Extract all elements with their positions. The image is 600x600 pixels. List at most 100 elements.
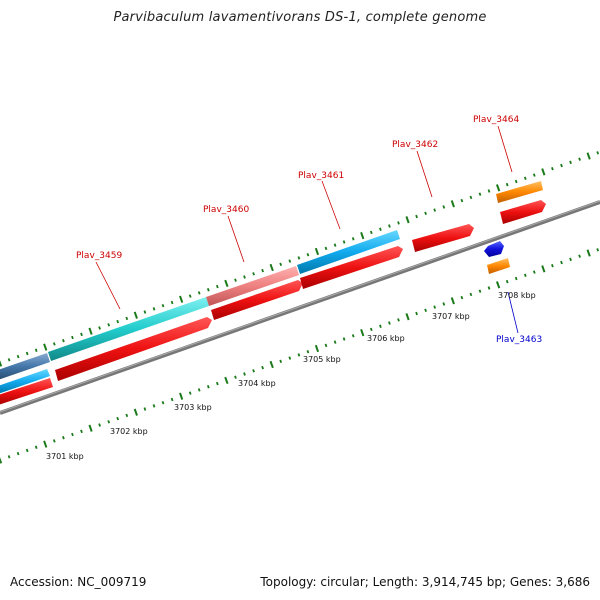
minor-tick — [216, 381, 219, 386]
minor-tick — [98, 423, 101, 427]
cds-arrow-plav-3464[interactable] — [500, 200, 546, 224]
minor-tick — [98, 326, 101, 330]
cds-arrow-plav-3460[interactable] — [211, 280, 303, 320]
minor-tick — [16, 451, 20, 456]
minor-tick — [333, 243, 337, 247]
minor-tick — [551, 166, 554, 171]
minor-tick — [188, 391, 192, 395]
kbp-label: 3704 kbp — [238, 379, 276, 388]
minor-tick — [107, 323, 111, 327]
minor-tick — [324, 343, 328, 348]
minor-tick — [397, 221, 400, 225]
minor-tick — [80, 332, 83, 337]
minor-tick — [7, 358, 11, 362]
minor-tick — [442, 302, 446, 306]
minor-tick — [342, 240, 346, 244]
minor-tick — [197, 291, 201, 295]
kbp-label: 3705 kbp — [303, 355, 341, 364]
minor-tick — [478, 192, 482, 196]
cds-arrow-plav-3459[interactable] — [55, 317, 212, 381]
minor-tick — [116, 416, 120, 421]
minor-tick — [34, 348, 38, 352]
minor-tick — [34, 445, 38, 449]
minor-tick — [306, 349, 310, 354]
upper-tick-track — [0, 151, 600, 367]
minor-tick — [288, 356, 292, 360]
gene-annotations: Plav_3459 Plav_3460 Plav_3461 Plav_3462 … — [76, 115, 542, 345]
major-tick — [405, 216, 410, 224]
sky-feature-block[interactable] — [297, 230, 400, 274]
kbp-label: 3701 kbp — [46, 452, 84, 461]
cyan-feature-block[interactable] — [48, 297, 209, 361]
orange-feature-block-lower[interactable] — [487, 258, 510, 274]
major-tick — [450, 297, 455, 305]
major-tick — [314, 247, 320, 256]
minor-tick — [397, 318, 400, 322]
minor-tick — [252, 369, 255, 373]
cds-arrow-plav-3461[interactable] — [300, 246, 403, 289]
minor-tick — [143, 310, 147, 314]
major-tick — [133, 408, 138, 416]
minor-tick — [578, 157, 581, 161]
minor-tick — [560, 163, 563, 168]
minor-tick — [252, 272, 255, 276]
major-tick — [269, 263, 274, 272]
major-tick — [179, 392, 184, 400]
minor-tick — [306, 252, 310, 257]
minor-tick — [261, 365, 264, 370]
minor-tick — [243, 275, 246, 279]
gene-label-plav-3459[interactable]: Plav_3459 — [76, 251, 122, 261]
minor-tick — [197, 388, 201, 392]
major-tick — [0, 457, 3, 464]
minor-tick — [288, 259, 292, 263]
salmon-feature-block[interactable] — [206, 266, 299, 306]
major-tick — [360, 328, 365, 337]
minor-tick — [243, 372, 246, 376]
kbp-scale-labels: 3701 kbp 3702 kbp 3703 kbp 3704 kbp 3705… — [46, 291, 536, 461]
minor-tick — [62, 435, 65, 440]
minor-tick — [424, 211, 427, 216]
minor-tick — [7, 455, 11, 459]
minor-tick — [234, 278, 237, 282]
minor-tick — [297, 256, 301, 260]
minor-tick — [170, 397, 174, 402]
gene-label-plav-3463[interactable]: Plav_3463 — [496, 335, 542, 345]
minor-tick — [560, 260, 563, 265]
minor-tick — [16, 354, 20, 359]
minor-tick — [460, 295, 464, 300]
minor-tick — [297, 353, 301, 357]
steel-feature-block[interactable] — [0, 353, 50, 380]
minor-tick — [62, 338, 65, 343]
gene-label-plav-3462[interactable]: Plav_3462 — [392, 140, 438, 150]
minor-tick — [279, 262, 283, 267]
genome-backbone-highlight — [0, 200, 600, 413]
minor-tick — [161, 400, 165, 405]
minor-tick — [25, 351, 29, 356]
kbp-label: 3707 kbp — [432, 312, 470, 321]
minor-tick — [324, 246, 328, 251]
major-tick — [43, 343, 48, 351]
sky-cds-arrow-left[interactable] — [0, 369, 50, 394]
minor-tick — [578, 254, 581, 258]
minor-tick — [379, 324, 382, 328]
minor-tick — [71, 335, 74, 340]
gene-label-plav-3461[interactable]: Plav_3461 — [298, 171, 344, 181]
minor-tick — [487, 189, 491, 193]
major-tick — [495, 184, 501, 192]
minor-tick — [532, 173, 536, 177]
cds-arrow-plav-3462[interactable] — [412, 224, 474, 252]
major-tick — [179, 295, 184, 303]
minor-tick — [569, 257, 572, 262]
cds-arrow-plav-3463[interactable] — [484, 241, 504, 257]
minor-tick — [234, 375, 237, 379]
major-tick — [541, 168, 546, 176]
orange-feature-block-upper[interactable] — [496, 181, 543, 203]
gene-label-plav-3460[interactable]: Plav_3460 — [203, 205, 249, 215]
cds-arrow-left-edge[interactable] — [0, 378, 53, 405]
gene-label-plav-3464[interactable]: Plav_3464 — [473, 115, 519, 125]
minor-tick — [216, 284, 219, 289]
minor-tick — [433, 208, 437, 212]
minor-tick — [116, 319, 120, 324]
kbp-label: 3706 kbp — [367, 334, 405, 343]
